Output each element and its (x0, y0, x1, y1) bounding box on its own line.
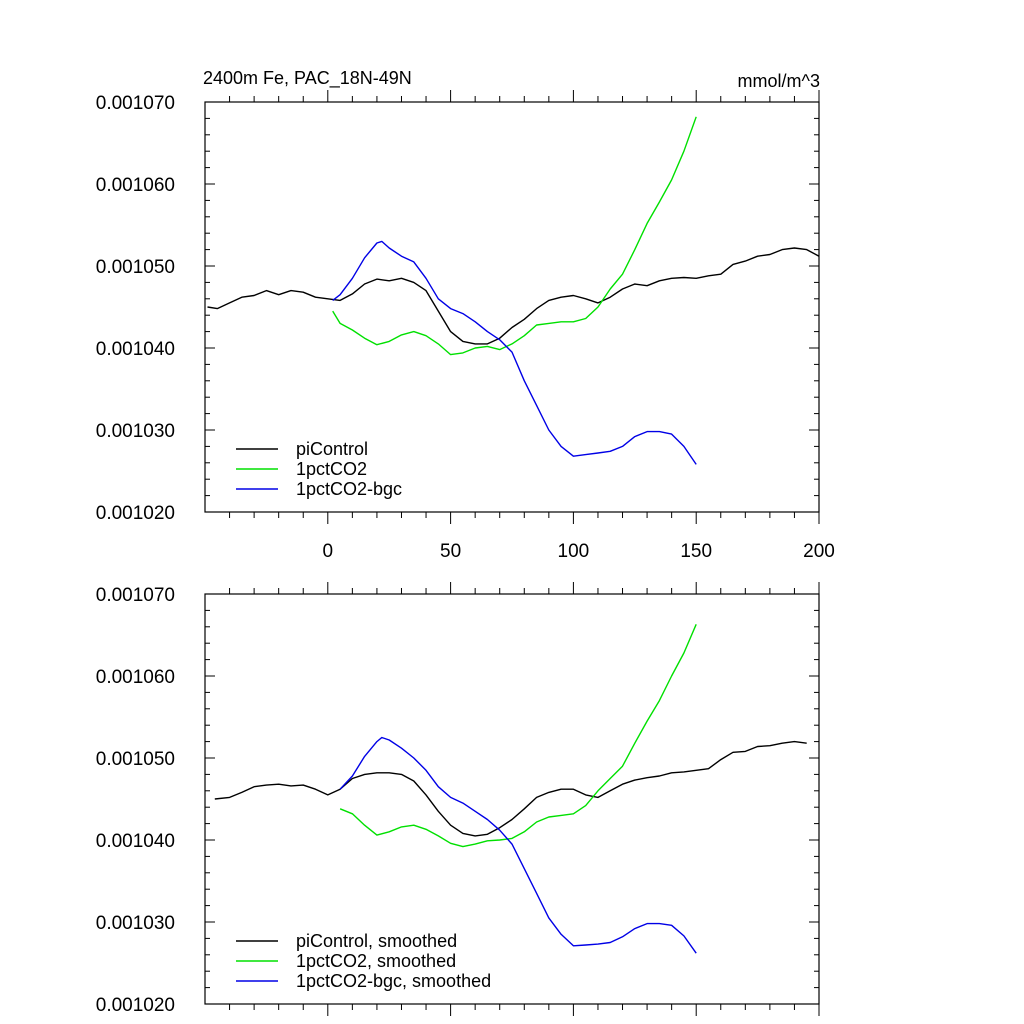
legend-label: 1pctCO2, smoothed (296, 951, 456, 971)
y-tick-label: 0.001070 (96, 585, 175, 606)
legend-label: piControl, smoothed (296, 931, 457, 951)
bottom-plot-frame (204, 593, 820, 1005)
bottom-y-tick-labels: 0.001020 0.001030 0.001040 0.001050 0.001060… (96, 585, 175, 1016)
x-tick-label: 200 (803, 541, 835, 562)
top-y-tick-labels: 0.001020 0.001030 0.001040 0.001050 0.001060… (96, 93, 175, 524)
x-tick-label: 100 (558, 541, 590, 562)
x-tick-label: 50 (440, 541, 461, 562)
top-series-lines (207, 116, 820, 465)
y-tick-label: 0.001050 (96, 257, 175, 278)
series-line-2 (332, 116, 697, 356)
y-tick-label: 0.001040 (96, 339, 175, 360)
y-tick-label: 0.001020 (96, 503, 175, 524)
x-tick-label: 150 (680, 541, 712, 562)
top-chart-panel: 2400m Fe, PAC_18N-49N mmol/m^3 0.0010200… (96, 68, 835, 562)
bottom-series-lines (214, 624, 807, 954)
legend-label: 1pctCO2-bgc, smoothed (296, 971, 491, 991)
chart-title: 2400m Fe, PAC_18N-49N (203, 68, 412, 89)
y-tick-label: 0.001050 (96, 749, 175, 770)
bottom-chart-panel: 0.001020 0.001030 0.001040 0.001050 0.001060… (96, 582, 820, 1016)
top-plot-frame (204, 101, 820, 513)
series-line-1 (207, 247, 820, 345)
y-tick-label: 0.001030 (96, 421, 175, 442)
legend-label: 1pctCO2-bgc (296, 479, 402, 499)
top-x-tick-labels: 0 50 100 150 200 (323, 541, 835, 562)
series-line-3 (339, 736, 697, 954)
x-tick-label: 0 (323, 541, 334, 562)
y-tick-label: 0.001070 (96, 93, 175, 114)
y-tick-label: 0.001020 (96, 995, 175, 1016)
y-tick-label: 0.001060 (96, 175, 175, 196)
legend-label: piControl (296, 439, 368, 459)
legend-label: 1pctCO2 (296, 459, 367, 479)
y-tick-label: 0.001060 (96, 667, 175, 688)
series-line-1 (214, 740, 807, 837)
series-line-3 (332, 240, 697, 465)
y-tick-label: 0.001030 (96, 913, 175, 934)
units-label: mmol/m^3 (738, 71, 820, 91)
y-tick-label: 0.001040 (96, 831, 175, 852)
series-line-2 (339, 624, 697, 848)
